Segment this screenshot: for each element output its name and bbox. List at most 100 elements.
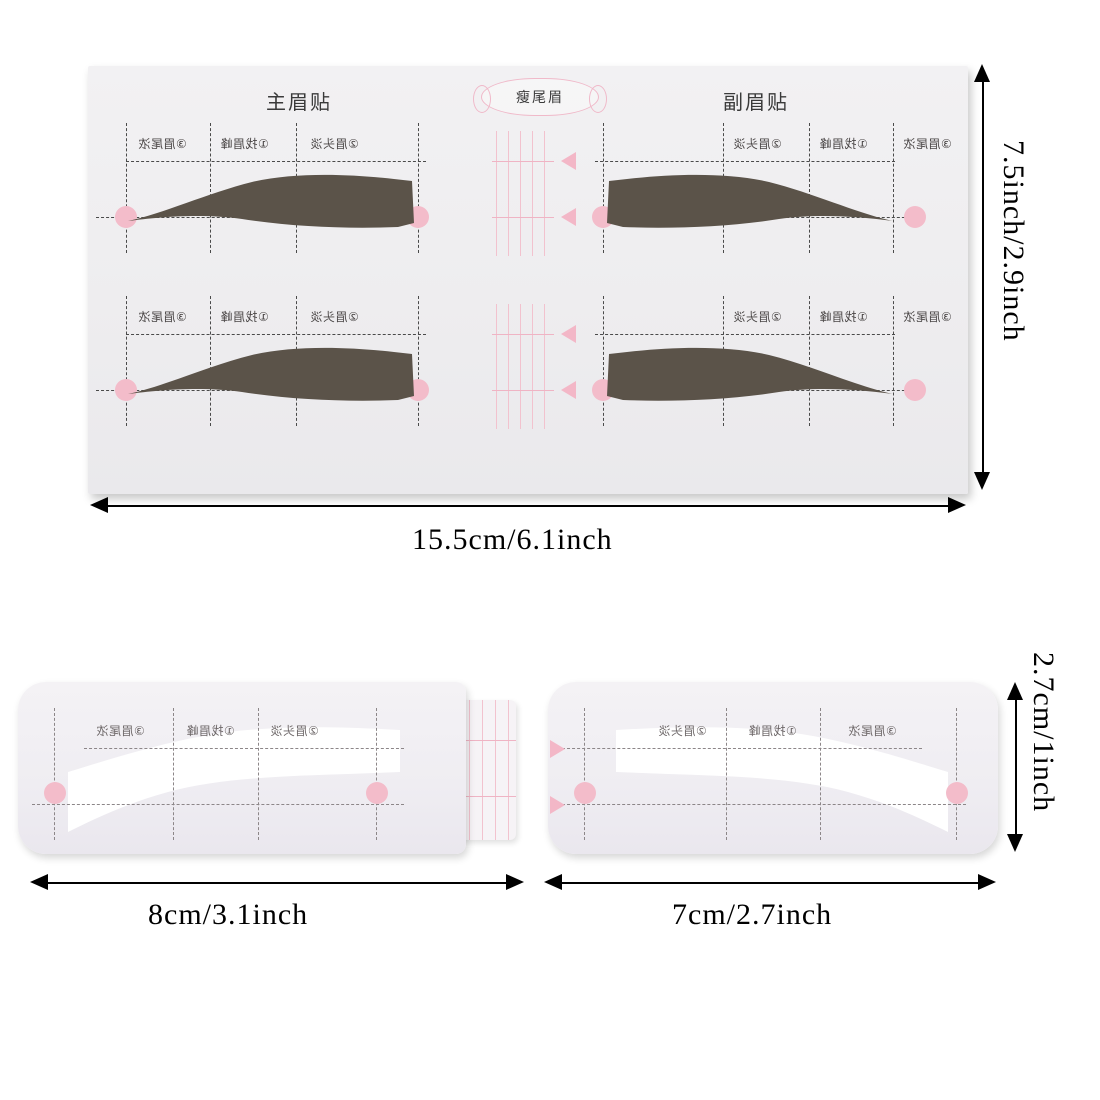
dimension-label-stencil-left: 8cm/3.1inch [148,898,309,931]
center-ruler-row2 [492,304,554,429]
guide-vline [54,708,55,840]
dimension-arrow-icon [978,874,996,890]
ruler-vline [508,131,509,256]
guide-vline [809,123,810,253]
guide-vline [603,123,604,253]
main-card-title-left: 主眉贴 [266,90,332,114]
segment-label-head: ②眉头淡 [270,724,319,738]
ruler-vline [532,131,533,256]
ruler-vline [544,131,545,256]
dimension-arrow-icon [1007,834,1023,852]
segment-label-head: ②眉头淡 [733,137,782,151]
stencil-cutout-main [68,727,400,832]
brow-shape-main [128,347,414,401]
segment-label-peak: ①找眉峰 [220,310,269,324]
guide-vline [584,708,585,840]
alignment-arrow-icon [561,208,576,226]
guide-hline-top [595,161,895,162]
alignment-dot-icon [904,379,926,401]
brow-unit-left-row2: ③眉尾浓 ①找眉峰 ②眉头淡 [88,294,488,434]
guide-vline [726,708,727,840]
guide-vline [126,123,127,253]
dimension-line-card-width [104,505,952,507]
ruler-hline [492,390,554,391]
guide-vline [376,708,377,840]
segment-label-head: ②眉头淡 [310,137,359,151]
dimension-arrow-icon [506,874,524,890]
brow-shape-main [128,174,414,228]
guide-vline [809,296,810,426]
alignment-arrow-icon [561,152,576,170]
ruler-vline [469,700,470,840]
segment-label-head: ②眉头淡 [658,724,707,738]
ruler-vline [482,700,483,840]
segment-label-tail: ③眉尾浓 [138,310,187,324]
segment-label-peak: ①找眉峰 [220,137,269,151]
ruler-hline [492,334,554,335]
guide-vline [173,708,174,840]
ruler-vline [496,131,497,256]
guide-vline [126,296,127,426]
dimension-line-stencil-left [44,882,510,884]
dimension-arrow-icon [1007,682,1023,700]
ruler-vline [508,700,509,840]
guide-hline-top [126,161,426,162]
segment-label-tail: ③眉尾浓 [848,724,897,738]
ruler-vline [496,304,497,429]
alignment-arrow-icon [550,796,565,814]
guide-vline [418,123,419,253]
dimension-label-card-width: 15.5cm/6.1inch [412,523,613,556]
ruler-vline [544,304,545,429]
ruler-hline [492,161,554,162]
ruler-vline [532,304,533,429]
guide-vline [603,296,604,426]
alignment-dot-icon [115,206,137,228]
alignment-arrow-icon [561,325,576,343]
alignment-dot-icon [904,206,926,228]
dimension-label-card-height: 7.5inch/2.9inch [997,140,1030,342]
brow-unit-right-row2: ②眉头淡 ①找眉峰 ③眉尾浓 [583,294,968,434]
guide-vline [210,123,211,253]
ruler-vline [495,700,496,840]
dimension-arrow-icon [90,497,108,513]
dimension-arrow-icon [974,64,990,82]
ribbon-label: 瘦尾眉 [516,90,564,106]
segment-label-peak: ①找眉峰 [819,310,868,324]
dimension-arrow-icon [30,874,48,890]
brow-shape-sub [607,174,893,228]
stencil-cutout-sub [616,727,948,832]
guide-vline [893,296,894,426]
guide-hline-base [562,804,966,805]
dimension-line-stencil-height [1015,692,1017,842]
segment-label-peak: ①找眉峰 [819,137,868,151]
alignment-dot-icon [946,782,968,804]
ribbon-frame-icon [473,78,607,116]
stencil-sub-brow: ②眉头淡 ①找眉峰 ③眉尾浓 [548,682,998,854]
ruler-vline [508,304,509,429]
dimension-label-stencil-right: 7cm/2.7inch [672,898,833,931]
guide-vline [820,708,821,840]
ribbon-badge: 瘦尾眉 [473,78,607,116]
alignment-arrow-icon [561,381,576,399]
dimension-arrow-icon [974,472,990,490]
guide-hline-base [32,804,404,805]
guide-vline [258,708,259,840]
dimension-arrow-icon [544,874,562,890]
center-ruler-row1 [492,131,554,256]
segment-label-head: ②眉头淡 [310,310,359,324]
guide-hline-top [84,748,404,749]
segment-label-head: ②眉头淡 [733,310,782,324]
guide-vline [956,708,957,840]
guide-vline [418,296,419,426]
segment-label-tail: ③眉尾浓 [903,310,952,324]
dimension-arrow-icon [948,497,966,513]
dimension-line-stencil-right [558,882,982,884]
ruler-vline [520,304,521,429]
alignment-dot-icon [44,782,66,804]
guide-hline-top [126,334,426,335]
alignment-dot-icon [366,782,388,804]
ruler-hline [448,796,516,797]
dimension-label-stencil-height: 2.7cm/1inch [1027,652,1060,813]
brow-unit-left-row1: ③眉尾浓 ①找眉峰 ②眉头淡 [88,121,488,261]
